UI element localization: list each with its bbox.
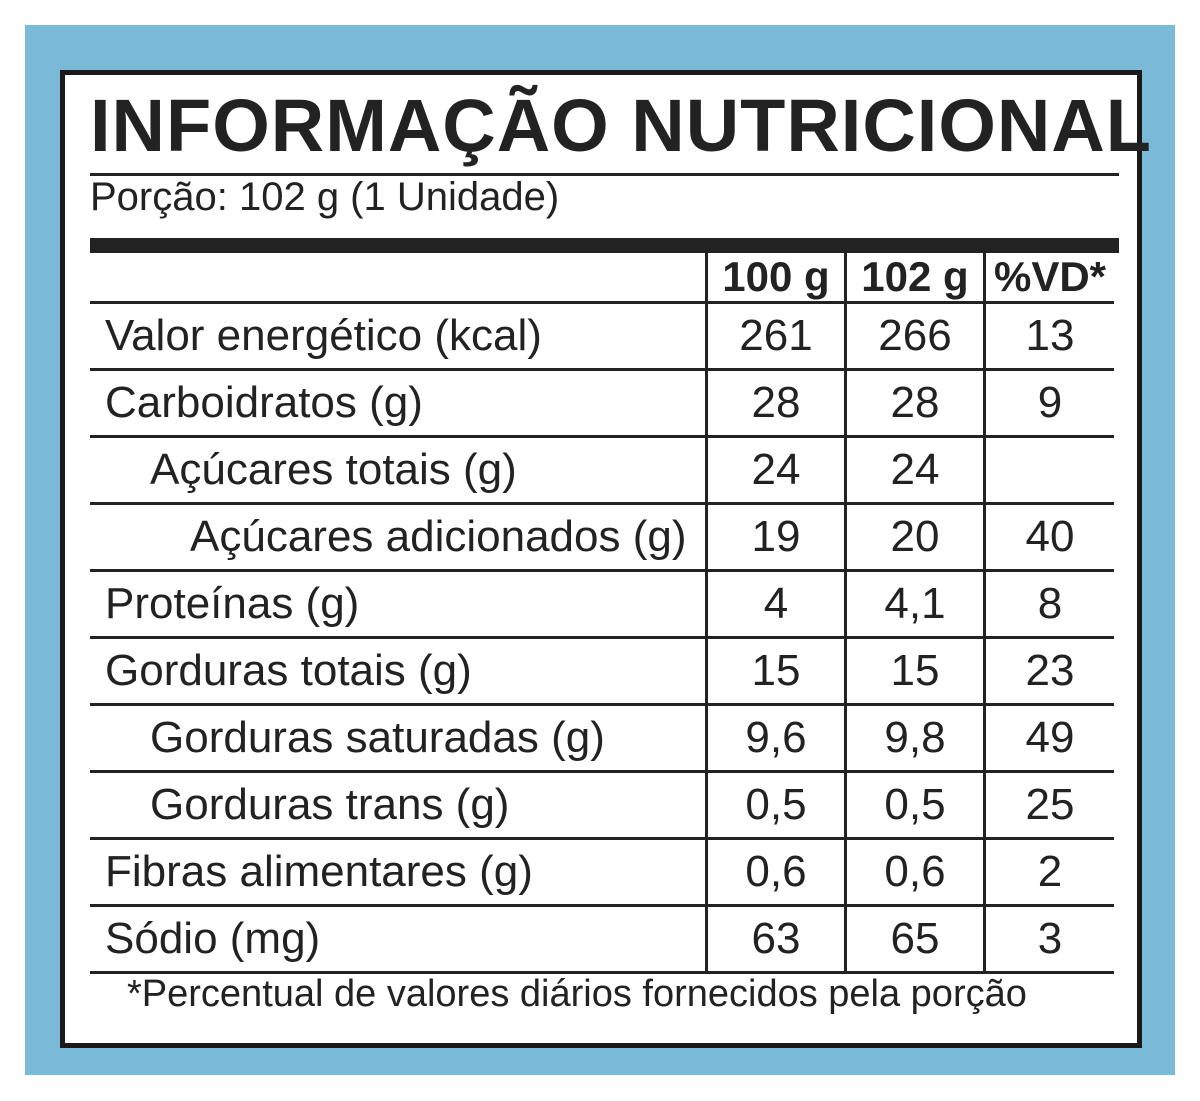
value-portion: 24	[844, 436, 985, 505]
nutrient-label: Proteínas (g)	[90, 570, 707, 639]
value-vd: 9	[983, 369, 1114, 438]
header-100g: 100 g	[705, 253, 846, 304]
value-vd: 25	[983, 771, 1114, 840]
value-portion: 0,5	[844, 771, 985, 840]
value-portion: 4,1	[844, 570, 985, 639]
table-row: Gorduras totais (g) 15 15 23	[90, 637, 1114, 706]
value-100g: 261	[705, 302, 846, 371]
footnote: *Percentual de valores diários fornecido…	[127, 973, 1027, 1015]
value-portion: 20	[844, 503, 985, 572]
table-row: Carboidratos (g) 28 28 9	[90, 369, 1114, 438]
nutrient-label: Sódio (mg)	[90, 905, 707, 974]
value-100g: 4	[705, 570, 846, 639]
nutrient-label: Gorduras trans (g)	[90, 771, 707, 840]
value-100g: 19	[705, 503, 846, 572]
value-vd: 8	[983, 570, 1114, 639]
table-header: 100 g 102 g %VD*	[90, 253, 1114, 304]
nutrient-label: Carboidratos (g)	[90, 369, 707, 438]
table-row: Sódio (mg) 63 65 3	[90, 905, 1114, 974]
header-vd: %VD*	[983, 253, 1114, 304]
value-portion: 0,6	[844, 838, 985, 907]
value-portion: 9,8	[844, 704, 985, 773]
value-100g: 15	[705, 637, 846, 706]
nutrient-label: Gorduras saturadas (g)	[90, 704, 707, 773]
value-100g: 9,6	[705, 704, 846, 773]
thick-divider	[90, 238, 1119, 253]
value-100g: 28	[705, 369, 846, 438]
divider	[90, 173, 1119, 176]
value-100g: 63	[705, 905, 846, 974]
table-row: Gorduras trans (g) 0,5 0,5 25	[90, 771, 1114, 840]
value-portion: 15	[844, 637, 985, 706]
nutrient-label: Fibras alimentares (g)	[90, 838, 707, 907]
value-vd	[983, 436, 1114, 505]
value-portion: 65	[844, 905, 985, 974]
portion-size: Porção: 102 g (1 Unidade)	[90, 175, 560, 219]
nutrition-table: 100 g 102 g %VD* Valor energético (kcal)…	[90, 253, 1114, 974]
value-vd: 40	[983, 503, 1114, 572]
header-blank	[90, 253, 707, 304]
header-portion: 102 g	[844, 253, 985, 304]
nutrient-label: Açúcares adicionados (g)	[90, 503, 707, 572]
value-100g: 0,5	[705, 771, 846, 840]
value-vd: 2	[983, 838, 1114, 907]
table-row: Fibras alimentares (g) 0,6 0,6 2	[90, 838, 1114, 907]
value-vd: 13	[983, 302, 1114, 371]
table-row: Valor energético (kcal) 261 266 13	[90, 302, 1114, 371]
nutrient-label: Valor energético (kcal)	[90, 302, 707, 371]
nutrient-label: Gorduras totais (g)	[90, 637, 707, 706]
nutrient-label: Açúcares totais (g)	[90, 436, 707, 505]
nutrition-label: INFORMAÇÃO NUTRICIONAL Porção: 102 g (1 …	[60, 70, 1151, 1048]
value-portion: 266	[844, 302, 985, 371]
label-title: INFORMAÇÃO NUTRICIONAL	[90, 84, 1153, 167]
value-vd: 23	[983, 637, 1114, 706]
table-row: Gorduras saturadas (g) 9,6 9,8 49	[90, 704, 1114, 773]
value-100g: 0,6	[705, 838, 846, 907]
table-row: Açúcares totais (g) 24 24	[90, 436, 1114, 505]
value-vd: 49	[983, 704, 1114, 773]
table-row: Proteínas (g) 4 4,1 8	[90, 570, 1114, 639]
value-vd: 3	[983, 905, 1114, 974]
table-row: Açúcares adicionados (g) 19 20 40	[90, 503, 1114, 572]
value-100g: 24	[705, 436, 846, 505]
value-portion: 28	[844, 369, 985, 438]
